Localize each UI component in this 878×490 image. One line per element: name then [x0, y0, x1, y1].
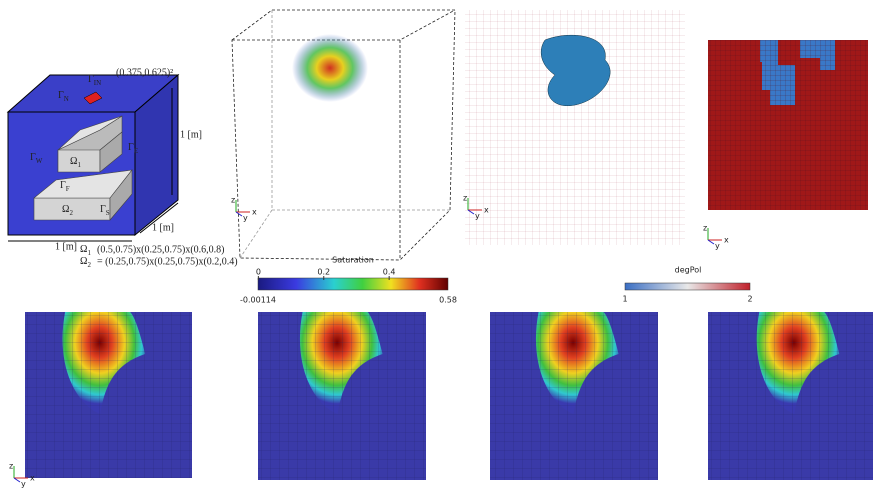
slice-grid: [708, 40, 868, 210]
symbol: Ω: [62, 204, 69, 215]
symbol: Ω: [80, 244, 87, 255]
axis-y: [236, 212, 242, 216]
axis-label: z: [463, 194, 467, 203]
symbol: Ω: [80, 256, 87, 267]
colorbar-range-label: 0.58: [439, 296, 457, 305]
slice-grid: [25, 312, 192, 478]
axis-label: y: [21, 480, 26, 489]
axis-y: [14, 478, 20, 482]
colorbar-tick-label: 0: [256, 268, 261, 277]
subscript: W: [36, 157, 43, 165]
colorbar-range-label: -0.00114: [240, 296, 276, 305]
axis-label: z: [231, 196, 235, 205]
subscript: N: [64, 95, 69, 103]
subscript: S: [106, 209, 110, 217]
axis-label: z: [703, 224, 707, 233]
axis-label: x: [724, 236, 729, 245]
colorbar-tick-label: 0.2: [317, 268, 330, 277]
figure: Saturation degPol ΓINΓNΓWΓFΓEΓS(0.375,0.…: [0, 0, 878, 490]
subscript: 1: [87, 249, 91, 257]
subscript: 2: [69, 209, 73, 217]
dimension-label: 1 [m]: [152, 222, 174, 233]
symbol: Ω: [70, 156, 77, 167]
axis-label: z: [9, 462, 13, 471]
axis-label: y: [243, 214, 248, 223]
slice-grid: [490, 312, 658, 480]
subscript: F: [66, 185, 70, 193]
saturation-colorbar: [258, 278, 448, 290]
subscript: 2: [87, 261, 91, 269]
dimension-label: 1 [m]: [55, 241, 77, 252]
inlet-coords: (0.375,0.625)²: [116, 67, 173, 78]
slice-grid: [258, 312, 426, 480]
axis-label: x: [252, 208, 257, 217]
colorbar-title: degPol: [675, 266, 702, 275]
subscript: E: [134, 147, 138, 155]
colorbar-tick-label: 0.4: [383, 268, 396, 277]
symbol-label: Ω1: [80, 244, 91, 256]
axis-label: x: [30, 474, 35, 483]
slice-grid: [708, 312, 873, 480]
axis-label: y: [475, 212, 480, 221]
degpol-colorbar: [625, 283, 750, 290]
symbol-label: Ω2: [80, 256, 91, 268]
subdomain-definition: (0.5,0.75)x(0.25,0.75)x(0.6,0.8): [97, 244, 224, 255]
subscript: 1: [77, 161, 81, 169]
subscript: IN: [94, 79, 101, 87]
slice-row: [25, 312, 873, 480]
axis-label: y: [715, 242, 720, 251]
subdomain-definition: = (0.25,0.75)x(0.25,0.75)x(0.2,0.4): [97, 256, 238, 267]
colorbar-range-label: 1: [622, 295, 627, 304]
colorbar-title: Saturation: [332, 256, 374, 265]
dimension-label: 1 [m]: [180, 129, 202, 140]
plume: [292, 34, 368, 102]
axis-y: [708, 240, 714, 244]
colorbar-range-label: 2: [747, 295, 752, 304]
axis-label: x: [484, 206, 489, 215]
